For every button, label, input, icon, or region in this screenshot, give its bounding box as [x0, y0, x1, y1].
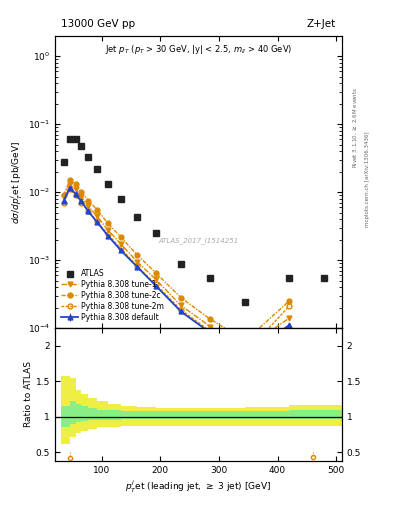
- Pythia 8.308 tune-2m: [86, 208, 91, 215]
- Pythia 8.308 tune-2m: [243, 351, 248, 357]
- Pythia 8.308 tune-2c: [61, 192, 66, 198]
- Pythia 8.308 tune-2c: [243, 337, 248, 344]
- Pythia 8.308 tune-2c: [86, 198, 91, 204]
- ATLAS: [61, 159, 66, 165]
- ATLAS: [135, 214, 140, 220]
- Pythia 8.308 tune-2c: [95, 207, 99, 213]
- ATLAS: [86, 154, 91, 160]
- ATLAS: [79, 143, 84, 149]
- Pythia 8.308 tune-1: [86, 203, 91, 209]
- Pythia 8.308 tune-2m: [208, 328, 213, 334]
- Pythia 8.308 tune-2m: [105, 231, 110, 238]
- ATLAS: [287, 274, 292, 281]
- X-axis label: $p_T^j$et (leading jet, $\geq$ 3 jet) [GeV]: $p_T^j$et (leading jet, $\geq$ 3 jet) [G…: [125, 479, 272, 495]
- Pythia 8.308 tune-2c: [287, 298, 292, 304]
- Pythia 8.308 tune-1: [61, 194, 66, 200]
- Line: Pythia 8.308 tune-2m: Pythia 8.308 tune-2m: [61, 187, 292, 356]
- ATLAS: [243, 299, 248, 305]
- Pythia 8.308 tune-1: [208, 324, 213, 330]
- Pythia 8.308 tune-1: [105, 227, 110, 233]
- Pythia 8.308 tune-1: [95, 214, 99, 220]
- Pythia 8.308 tune-2c: [153, 270, 158, 276]
- Pythia 8.308 tune-2m: [178, 307, 183, 313]
- ATLAS: [208, 274, 213, 281]
- ATLAS: [95, 166, 99, 172]
- Pythia 8.308 tune-2c: [135, 251, 140, 258]
- ATLAS: [105, 181, 110, 187]
- Pythia 8.308 tune-2c: [105, 220, 110, 226]
- Line: Pythia 8.308 tune-2c: Pythia 8.308 tune-2c: [61, 178, 292, 343]
- Pythia 8.308 tune-2m: [287, 303, 292, 309]
- Pythia 8.308 tune-2c: [118, 234, 123, 240]
- ATLAS: [67, 136, 72, 142]
- ATLAS: [178, 261, 183, 267]
- Pythia 8.308 tune-2c: [79, 189, 84, 195]
- Pythia 8.308 tune-2m: [135, 263, 140, 269]
- Pythia 8.308 tune-2m: [95, 219, 99, 225]
- Text: Z+Jet: Z+Jet: [307, 18, 336, 29]
- Pythia 8.308 tune-2m: [61, 200, 66, 206]
- Pythia 8.308 tune-2c: [178, 294, 183, 301]
- Pythia 8.308 tune-1: [73, 186, 78, 193]
- Pythia 8.308 tune-2m: [79, 200, 84, 206]
- Pythia 8.308 tune-1: [118, 241, 123, 247]
- Y-axis label: Ratio to ATLAS: Ratio to ATLAS: [24, 361, 33, 428]
- ATLAS: [322, 274, 327, 281]
- Line: ATLAS: ATLAS: [61, 136, 327, 305]
- Text: 13000 GeV pp: 13000 GeV pp: [61, 18, 135, 29]
- Pythia 8.308 tune-2m: [73, 192, 78, 198]
- Pythia 8.308 tune-2c: [67, 177, 72, 183]
- Pythia 8.308 tune-2m: [153, 281, 158, 287]
- Legend: ATLAS, Pythia 8.308 tune-1, Pythia 8.308 tune-2c, Pythia 8.308 tune-2m, Pythia 8: ATLAS, Pythia 8.308 tune-1, Pythia 8.308…: [59, 267, 166, 324]
- Text: mcplots.cern.ch [arXiv:1306.3436]: mcplots.cern.ch [arXiv:1306.3436]: [365, 132, 371, 227]
- Pythia 8.308 tune-1: [79, 194, 84, 200]
- Y-axis label: $d\sigma/dp_T^j$et [pb/GeV]: $d\sigma/dp_T^j$et [pb/GeV]: [9, 140, 25, 224]
- Pythia 8.308 tune-1: [153, 276, 158, 283]
- ATLAS: [118, 196, 123, 202]
- Pythia 8.308 tune-1: [178, 303, 183, 309]
- Text: Jet $p_T$ ($p_T$ > 30 GeV, |y| < 2.5, $m_{ll}$ > 40 GeV): Jet $p_T$ ($p_T$ > 30 GeV, |y| < 2.5, $m…: [105, 43, 292, 56]
- Pythia 8.308 tune-2m: [118, 245, 123, 251]
- ATLAS: [73, 136, 78, 142]
- Pythia 8.308 tune-1: [67, 181, 72, 187]
- Pythia 8.308 tune-2m: [67, 186, 72, 193]
- ATLAS: [153, 230, 158, 236]
- Pythia 8.308 tune-2c: [208, 316, 213, 322]
- Pythia 8.308 tune-1: [135, 259, 140, 265]
- Pythia 8.308 tune-1: [287, 315, 292, 321]
- Pythia 8.308 tune-1: [243, 346, 248, 352]
- Text: ATLAS_2017_I1514251: ATLAS_2017_I1514251: [158, 237, 239, 244]
- Text: Rivet 3.1.10, $\geq$ 2.6M events: Rivet 3.1.10, $\geq$ 2.6M events: [352, 88, 359, 168]
- Pythia 8.308 tune-2c: [73, 181, 78, 187]
- Line: Pythia 8.308 tune-1: Pythia 8.308 tune-1: [61, 182, 292, 351]
